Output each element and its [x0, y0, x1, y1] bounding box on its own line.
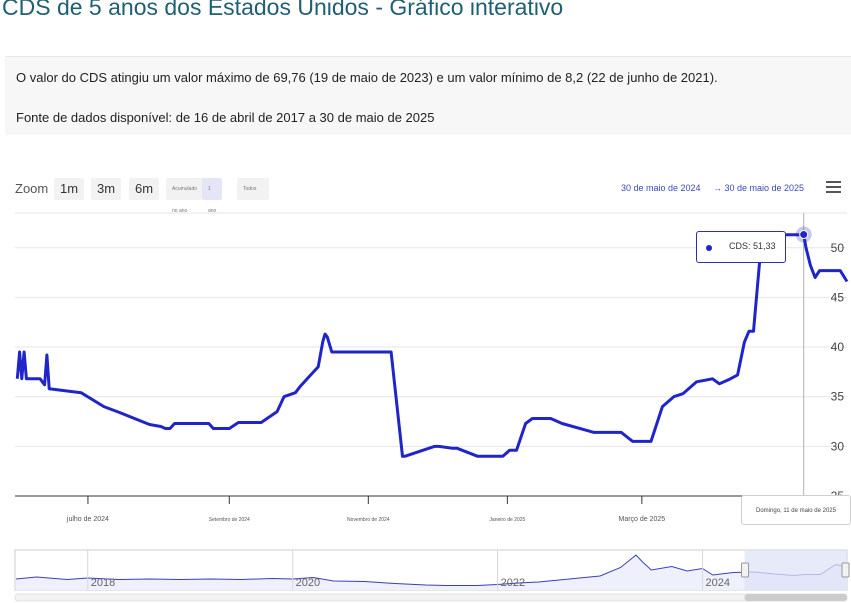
navigator-year-label: 2024 [706, 577, 730, 589]
zoom-label: Zoom [15, 181, 49, 196]
page-title: CDS de 5 anos dos Estados Unidos - Gráfi… [2, 0, 564, 20]
x-tick-label: Março de 2025 [618, 516, 665, 523]
y-tick-label: 45 [831, 290, 845, 304]
tooltip-text: CDS: 51,33 [729, 241, 776, 251]
summary-text: O valor do CDS atingiu um valor máximo d… [16, 70, 718, 85]
navigator-handle[interactable] [841, 562, 850, 578]
y-tick-label: 40 [831, 340, 845, 354]
navigator-year-label: 2022 [501, 577, 525, 589]
y-tick-label: 50 [831, 241, 845, 255]
zoom-3m-button[interactable]: 3m [91, 178, 122, 200]
series-dot-icon [706, 245, 712, 251]
series-line [15, 233, 849, 458]
date-tooltip: Domingo, 11 de maio de 2025 [741, 495, 851, 525]
navigator-year-label: 2020 [296, 577, 320, 589]
range-to-input[interactable]: → 30 de maio de 2025 [713, 183, 805, 193]
y-tick-label: 35 [831, 390, 845, 404]
x-tick-label: Setembro de 2024 [209, 517, 250, 523]
navigator-area [16, 555, 847, 590]
navigator-selection [744, 550, 847, 590]
x-tick-label: Novembro de 2024 [347, 517, 390, 523]
zoom-6m-button[interactable]: 6m [129, 178, 160, 200]
scrollbar-thumb[interactable] [744, 594, 847, 601]
y-tick-label: 30 [831, 439, 845, 453]
hamburger-menu-icon[interactable] [826, 181, 841, 194]
navigator-year-label: 2018 [91, 577, 115, 589]
x-tick-label: Janeiro de 2025 [489, 517, 525, 523]
scrollbar-track[interactable] [14, 593, 848, 602]
navigator-handle[interactable] [741, 562, 750, 578]
data-tooltip: CDS: 51,33 [696, 231, 786, 263]
zoom-1y-button[interactable]: 1 ano [202, 178, 223, 214]
range-from-input[interactable]: 30 de maio de 2024 [621, 183, 701, 193]
source-range-text: Fonte de dados disponível: de 16 de abri… [16, 110, 435, 125]
hover-point [799, 230, 809, 240]
x-tick-label: julho de 2024 [66, 516, 109, 523]
zoom-all-button[interactable]: Todos [237, 178, 269, 200]
zoom-ytd-button[interactable]: Acumulado no ano [166, 178, 204, 214]
zoom-1m-button[interactable]: 1m [54, 178, 85, 200]
info-box: O valor do CDS atingiu um valor máximo d… [5, 56, 851, 135]
